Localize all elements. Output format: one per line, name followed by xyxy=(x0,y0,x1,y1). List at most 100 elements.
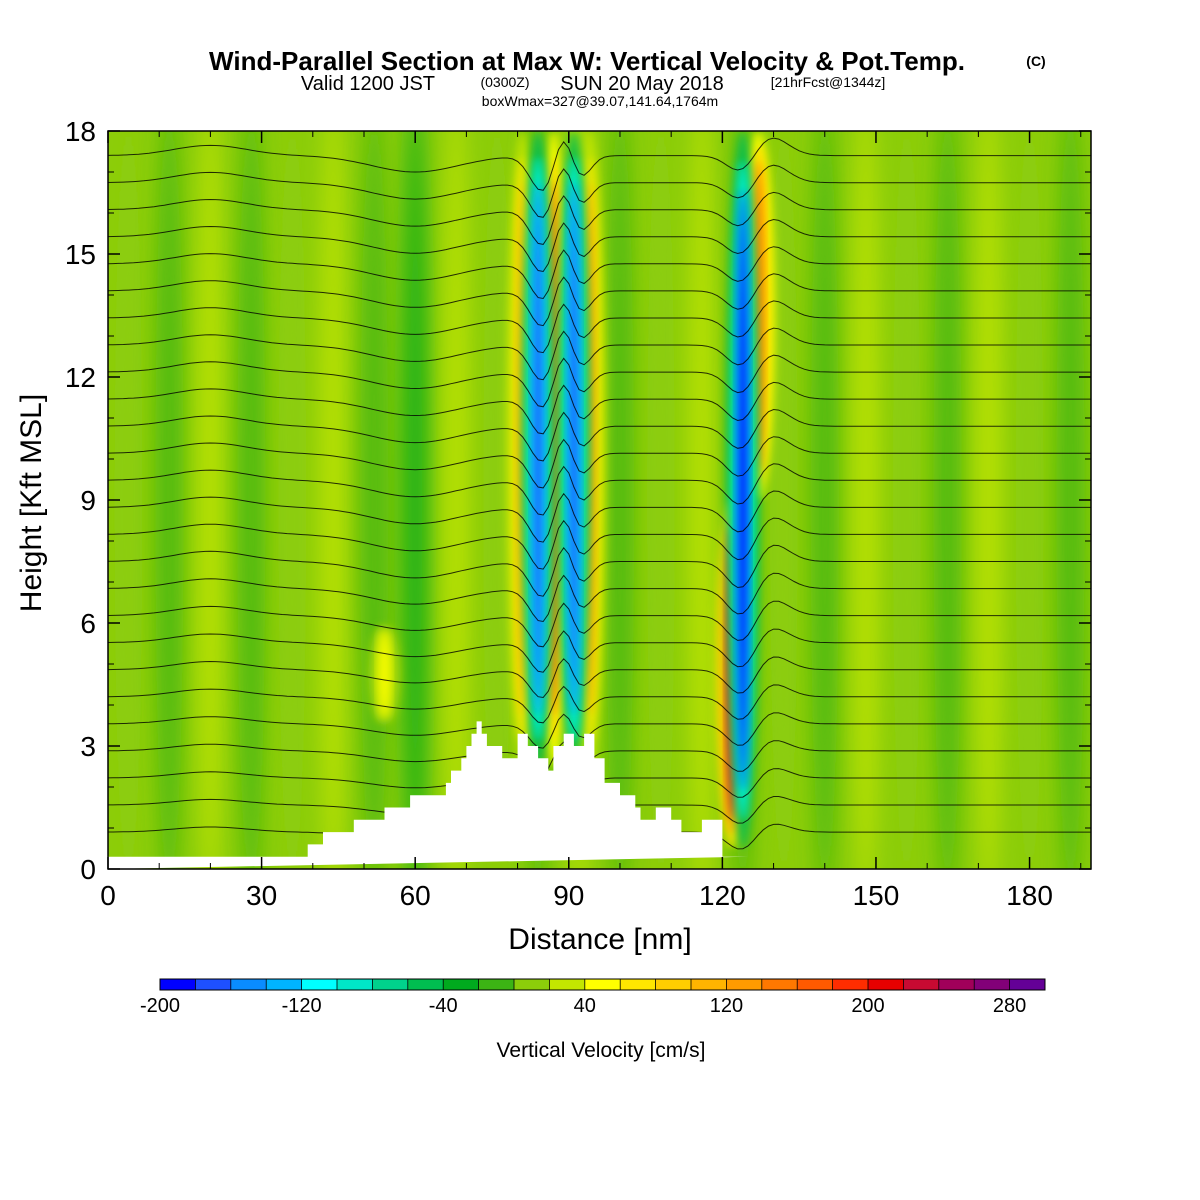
field-band xyxy=(605,131,634,869)
theta-contour-line xyxy=(108,712,1091,749)
chart-title: Wind-Parallel Section at Max W: Vertical… xyxy=(209,46,965,76)
x-tick-label: 180 xyxy=(1006,880,1053,911)
colorbar-swatch xyxy=(195,979,232,990)
theta-contour-line xyxy=(108,517,1091,570)
colorbar-label: 40 xyxy=(574,995,596,1017)
theta-contour-line xyxy=(108,572,1091,623)
x-axis-title: Distance [nm] xyxy=(508,923,691,956)
colorbar-swatch xyxy=(478,979,515,990)
field-band xyxy=(1015,131,1044,869)
field-band xyxy=(1056,131,1085,869)
chart-subtitle-valid: Valid 1200 JST xyxy=(301,73,435,95)
chart-subtitle-date: SUN 20 May 2018 xyxy=(560,73,723,95)
colorbar-swatch xyxy=(761,979,798,990)
colorbar-swatch xyxy=(160,979,196,990)
field-band xyxy=(401,131,430,869)
colorbar-label: 280 xyxy=(993,995,1026,1017)
field-band xyxy=(483,131,512,869)
theta-contour-line xyxy=(108,327,1091,381)
theta-contour-line xyxy=(108,656,1091,699)
theta-contour-line xyxy=(108,164,1091,218)
colorbar-swatch xyxy=(407,979,444,990)
terrain-mask xyxy=(108,721,748,869)
updraft-cell xyxy=(379,631,390,718)
theta-contour-line xyxy=(108,490,1091,543)
colorbar-title: Vertical Velocity [cm/s] xyxy=(497,1039,706,1062)
x-tick-label: 150 xyxy=(853,880,900,911)
downdraft-cell xyxy=(568,181,579,716)
theta-contour-line xyxy=(108,354,1091,408)
colorbar-swatch xyxy=(549,979,586,990)
theta-contour-line xyxy=(108,300,1091,354)
colorbar-swatch xyxy=(372,979,409,990)
colorbar-swatch xyxy=(301,979,338,990)
field-band xyxy=(687,131,716,869)
theta-contour-line xyxy=(108,600,1091,648)
chart-title-mark: (C) xyxy=(1026,53,1045,69)
colorbar-frame xyxy=(159,978,1046,991)
theta-contours xyxy=(108,137,1091,850)
colorbar-swatch xyxy=(266,979,303,990)
colorbar-label: -200 xyxy=(140,995,180,1017)
downdraft-cell xyxy=(737,188,748,792)
colorbar-label: -120 xyxy=(282,995,322,1017)
field-band xyxy=(892,131,921,869)
colorbar-swatch xyxy=(938,979,975,990)
x-axis: 0 30 60 90 120 150 180 xyxy=(100,131,1082,911)
theta-contour-line xyxy=(108,436,1091,489)
field-band xyxy=(442,131,471,869)
chart-subtitle-box: boxWmax=327@39.07,141.64,1764m xyxy=(482,93,718,109)
theta-contour-line xyxy=(108,544,1091,597)
colorbar-swatch xyxy=(691,979,727,990)
field-band xyxy=(851,131,880,869)
field-band xyxy=(196,131,225,869)
chart-subtitle-forecast: [21hrFcst@1344z] xyxy=(771,74,886,90)
field-band xyxy=(237,131,266,869)
y-tick-label: 18 xyxy=(65,116,96,147)
field-band xyxy=(155,131,184,869)
field-band xyxy=(974,131,1003,869)
y-tick-label: 6 xyxy=(80,608,96,639)
y-axis: 0 3 6 9 12 15 18 xyxy=(65,116,1091,885)
theta-contour-line xyxy=(108,684,1091,724)
theta-contour-line xyxy=(108,381,1091,435)
x-tick-label: 0 xyxy=(100,880,116,911)
colorbar-swatch xyxy=(514,979,550,990)
theta-contour-line xyxy=(108,246,1091,300)
field-band xyxy=(646,131,675,869)
theta-contour-line xyxy=(108,137,1091,191)
colorbar-swatch xyxy=(620,979,657,990)
y-tick-label: 3 xyxy=(80,731,96,762)
field-band xyxy=(278,131,307,869)
y-tick-label: 15 xyxy=(65,239,96,270)
theta-contour-line xyxy=(108,740,1091,775)
field-band xyxy=(810,131,839,869)
theta-contour-line xyxy=(108,628,1091,673)
colorbar-swatch xyxy=(443,979,480,990)
theta-contour-line xyxy=(108,218,1091,273)
field-band xyxy=(319,131,348,869)
theta-contour-line xyxy=(108,191,1091,245)
plot-area xyxy=(108,131,1091,869)
colorbar-swatch xyxy=(230,979,267,990)
y-tick-label: 0 xyxy=(80,854,96,885)
colorbar-swatch xyxy=(974,979,1011,990)
colorbar-label: 120 xyxy=(710,995,743,1017)
x-tick-label: 90 xyxy=(553,880,584,911)
downdraft-cell xyxy=(533,181,544,716)
theta-contour-line xyxy=(108,463,1091,516)
x-tick-label: 120 xyxy=(699,880,746,911)
field-band xyxy=(360,131,389,869)
colorbar-swatch xyxy=(903,979,940,990)
colorbar-swatch xyxy=(655,979,692,990)
colorbar-swatch xyxy=(337,979,373,990)
colorbar-label: -40 xyxy=(429,995,458,1017)
colorbar-swatch xyxy=(868,979,904,990)
field-band xyxy=(114,131,143,869)
colorbar-label: 200 xyxy=(851,995,884,1017)
colorbar-swatch xyxy=(726,979,763,990)
x-tick-label: 30 xyxy=(246,880,277,911)
colorbar-swatch xyxy=(797,979,834,990)
chart-subtitle-utc: (0300Z) xyxy=(480,74,529,90)
